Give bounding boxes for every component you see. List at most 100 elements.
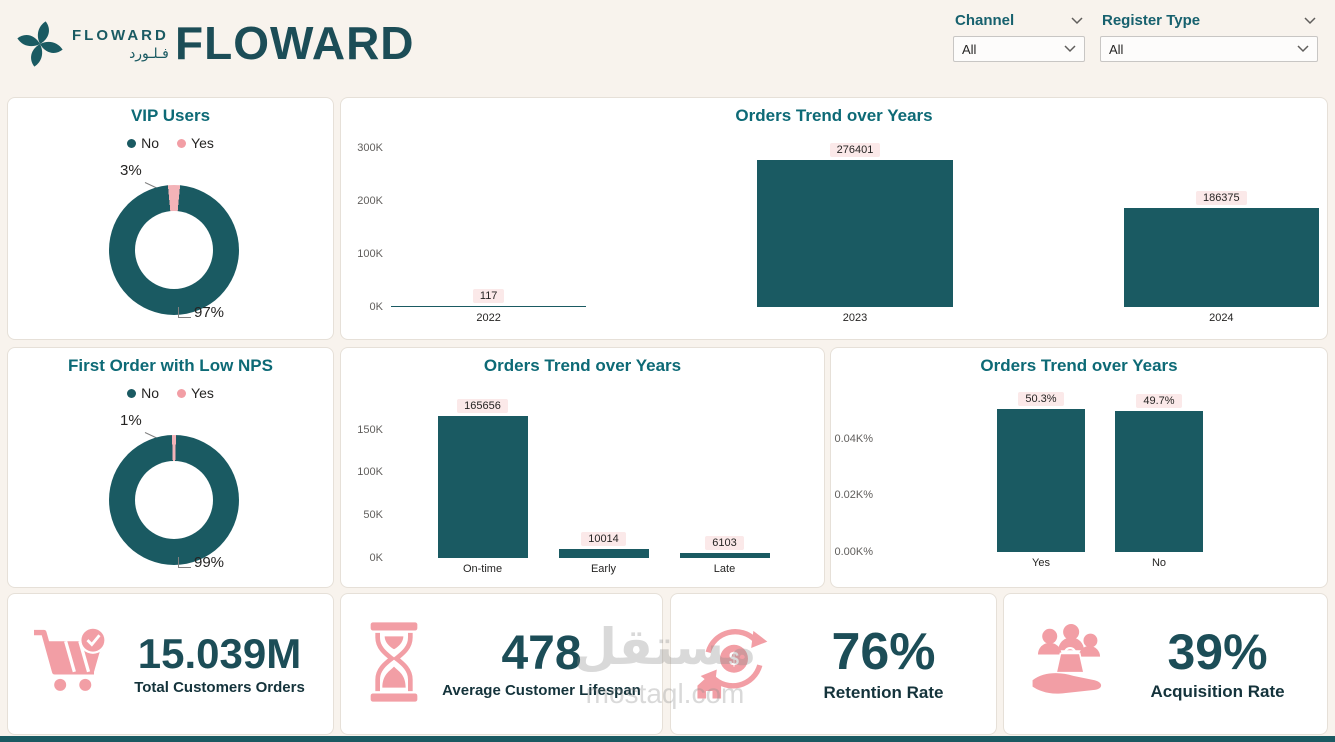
bar-column: 49.7% xyxy=(1115,394,1203,552)
chart-legend: No Yes xyxy=(8,135,333,151)
register-type-select[interactable]: All xyxy=(1100,36,1318,62)
card-title: Orders Trend over Years xyxy=(735,106,933,125)
logo-text-arabic: فـلـورد xyxy=(129,44,169,61)
retention-cycle-icon: $ xyxy=(691,622,777,707)
y-axis-tick: 0.00K% xyxy=(834,546,873,558)
plot-area: 117 276401 186375 xyxy=(391,137,1319,307)
page-title: FLOWARD xyxy=(175,17,415,69)
y-axis-tick: 150K xyxy=(357,423,383,436)
kpi-value: 76% xyxy=(831,623,936,682)
first-order-low-nps-donut[interactable] xyxy=(109,435,239,565)
legend-label: No xyxy=(141,135,160,151)
bar-Early[interactable] xyxy=(558,549,649,558)
kpi-total-orders-card: 15.039M Total Customers Orders xyxy=(7,593,334,735)
donut-label-no: 99% xyxy=(194,554,225,571)
card-title: First Order with Low NPS xyxy=(68,356,273,375)
bar-On-time[interactable] xyxy=(437,416,528,558)
kpi-value: 39% xyxy=(1167,624,1268,681)
x-axis-label: On-time xyxy=(462,563,503,575)
y-axis-tick: 300K xyxy=(357,141,383,154)
acquisition-hand-icon xyxy=(1024,622,1114,707)
kpi-acquisition-rate-card: 39% Acquisition Rate xyxy=(1003,593,1328,735)
x-axis-label: Late xyxy=(713,563,736,575)
legend-dot-yes xyxy=(177,138,187,148)
legend-dot-yes xyxy=(177,388,187,398)
first-order-low-nps-card: First Order with Low NPS No Yes 1% 99% xyxy=(7,347,334,588)
bar-2023[interactable] xyxy=(757,160,953,307)
legend-item-no[interactable]: No xyxy=(127,385,159,401)
chevron-down-icon[interactable] xyxy=(1304,16,1316,25)
bar-value-label: 186375 xyxy=(1195,191,1247,205)
cart-check-icon xyxy=(28,626,112,703)
header: FLOWARD فـلـورد FLOWARD Channel All Regi… xyxy=(0,0,1335,93)
bar-Late[interactable] xyxy=(679,552,770,558)
y-axis-tick: 100K xyxy=(357,466,383,479)
bar-No[interactable] xyxy=(1115,411,1203,552)
y-axis-tick: 200K xyxy=(357,194,383,207)
y-axis: 0K 50K 100K 150K xyxy=(341,404,391,564)
legend-item-yes[interactable]: Yes xyxy=(177,385,214,401)
bar-column: 6103 xyxy=(679,535,770,558)
kpi-label: Average Customer Lifespan xyxy=(442,682,641,700)
bar-value-label: 165656 xyxy=(457,399,508,414)
bar-column: 186375 xyxy=(1123,191,1319,307)
register-type-selected-value: All xyxy=(1109,41,1124,57)
kpi-value: 478 xyxy=(501,626,582,680)
bar-value-label: 49.7% xyxy=(1136,394,1182,409)
vip-users-donut[interactable] xyxy=(109,185,239,315)
card-title: Orders Trend over Years xyxy=(980,356,1178,375)
x-axis: 2022 2023 2024 xyxy=(391,312,1319,324)
kpi-value: 15.039M xyxy=(137,629,302,677)
y-axis-tick: 0.02K% xyxy=(834,489,873,502)
bar-value-label: 6103 xyxy=(705,535,744,550)
donut-label-yes: 3% xyxy=(120,162,142,179)
chart-legend: No Yes xyxy=(8,385,333,401)
x-axis-label: Early xyxy=(590,563,617,575)
x-axis: Yes No xyxy=(881,557,1319,569)
legend-item-yes[interactable]: Yes xyxy=(177,135,214,151)
x-axis-label: 2023 xyxy=(842,312,868,324)
chevron-down-icon[interactable] xyxy=(1297,45,1309,53)
channel-slicer-label: Channel xyxy=(955,12,1015,29)
bar-value-label: 10014 xyxy=(581,532,626,547)
y-axis-tick: 0K xyxy=(369,552,383,564)
bottom-accent-bar xyxy=(0,736,1335,742)
bar-Yes[interactable] xyxy=(997,409,1085,552)
bar-2024[interactable] xyxy=(1123,208,1319,307)
legend-dot-no xyxy=(127,138,137,148)
floward-flower-icon xyxy=(17,21,63,67)
channel-selected-value: All xyxy=(962,41,977,57)
logo-text: FLOWARD xyxy=(72,27,169,45)
bar-column: 165656 xyxy=(437,399,528,558)
chevron-down-icon[interactable] xyxy=(1064,45,1076,53)
donut-label-no: 97% xyxy=(194,304,225,321)
vip-users-card: VIP Users No Yes 3% 97% xyxy=(7,97,334,340)
donut-label-yes: 1% xyxy=(120,412,142,429)
bar-value-label: 117 xyxy=(472,288,505,303)
card-title: Orders Trend over Years xyxy=(483,356,682,375)
legend-dot-no xyxy=(127,388,137,398)
plot-area: 50.3% 49.7% xyxy=(881,392,1319,552)
orders-trend-yes-no-card: Orders Trend over Years 0.00K% 0.02K% 0.04… xyxy=(830,347,1328,588)
channel-slicer: Channel All xyxy=(953,12,1085,62)
kpi-label: Acquisition Rate xyxy=(1150,681,1285,701)
bar-value-label: 276401 xyxy=(829,143,881,158)
x-axis-label: 2024 xyxy=(1209,312,1234,324)
kpi-label: Retention Rate xyxy=(823,682,944,702)
chevron-down-icon[interactable] xyxy=(1071,16,1083,25)
x-axis: On-time Early Late xyxy=(391,563,816,575)
bar-column: 117 xyxy=(391,288,587,307)
register-type-slicer-label: Register Type xyxy=(1102,12,1201,29)
channel-select[interactable]: All xyxy=(953,36,1085,62)
bar-2022[interactable] xyxy=(391,305,587,307)
kpi-retention-rate-card: $ 76% Retention Rate xyxy=(670,593,997,735)
legend-label: No xyxy=(141,385,160,401)
bar-column: 10014 xyxy=(558,532,649,558)
y-axis-tick: 50K xyxy=(363,509,383,522)
legend-item-no[interactable]: No xyxy=(127,135,159,151)
x-axis-label: 2022 xyxy=(476,312,501,324)
kpi-customer-lifespan-card: 478 Average Customer Lifespan xyxy=(340,593,663,735)
y-axis-tick: 0K xyxy=(369,301,383,313)
logo: FLOWARD فـلـورد xyxy=(16,20,169,68)
legend-label: Yes xyxy=(191,135,214,151)
